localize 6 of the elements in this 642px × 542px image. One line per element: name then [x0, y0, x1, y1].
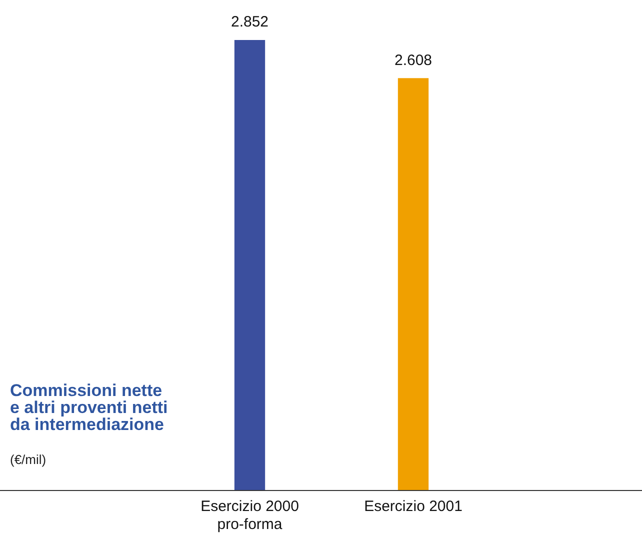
data-label: 2.852 [230, 14, 269, 31]
x-tick-label: Esercizio 2001 [364, 498, 462, 516]
x-tick-label: Esercizio 2000 pro-forma [200, 498, 299, 534]
text: (€/mil) [10, 452, 46, 467]
text: Commissioni nette e altri proventi netti da intermediazione [10, 381, 169, 434]
data-label: 2.608 [394, 52, 432, 70]
